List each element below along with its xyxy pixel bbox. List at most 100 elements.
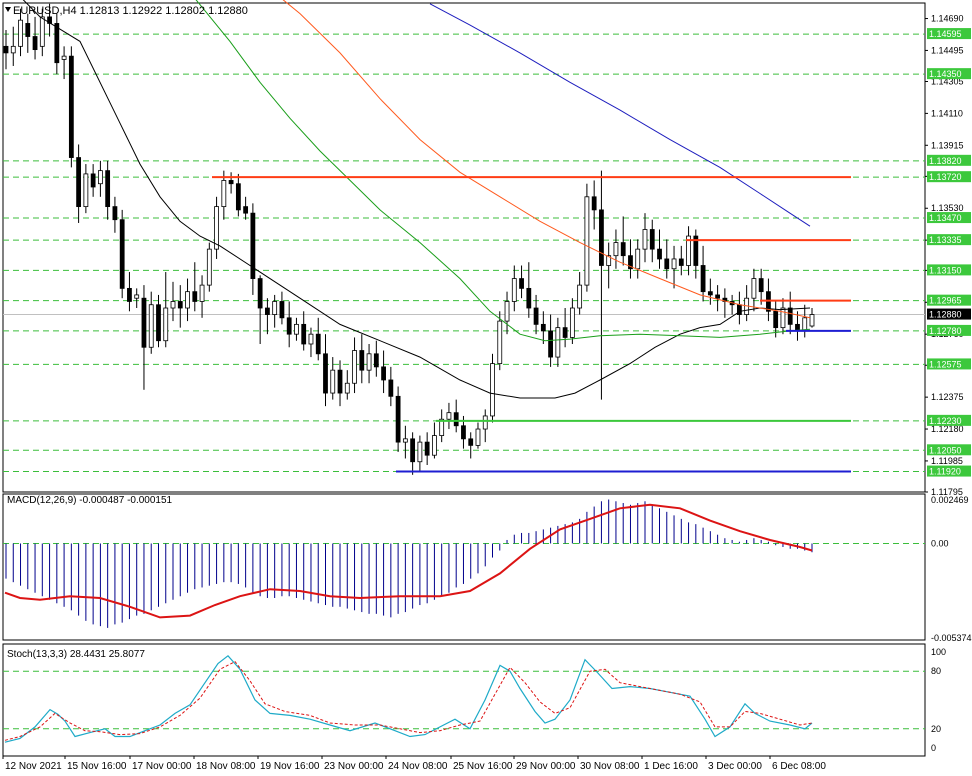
candle-body xyxy=(591,196,597,211)
candle-body xyxy=(366,353,372,371)
candle-body xyxy=(206,248,212,286)
time-axis-label: 17 Nov 00:00 xyxy=(132,761,192,772)
current-price-tag xyxy=(927,308,971,320)
level-price-tag xyxy=(927,264,971,276)
candle-body xyxy=(381,366,386,381)
candle-body xyxy=(308,333,314,345)
candle-body xyxy=(519,278,524,289)
stochastic-panel-title: Stoch(13,3,3) 28.4431 25.8077 xyxy=(7,649,145,660)
candle-body xyxy=(548,330,553,358)
stochastic-scale-label: 0 xyxy=(931,743,936,753)
candle-body xyxy=(410,438,416,463)
price-scale-label: 1.12375 xyxy=(931,392,964,402)
level-price-label: 1.14350 xyxy=(929,69,962,79)
candle-body xyxy=(127,287,132,302)
candle-body xyxy=(54,23,60,64)
candle-body xyxy=(330,369,336,394)
candle-body xyxy=(657,248,662,260)
moving-average-line xyxy=(195,0,811,342)
candle-body xyxy=(344,382,350,394)
time-axis-label: 3 Dec 00:00 xyxy=(708,761,762,772)
candle-body xyxy=(533,307,539,325)
candle-body xyxy=(301,323,307,345)
candle-body xyxy=(584,196,590,286)
time-axis: 12 Nov 2021 15 Nov 16:00 17 Nov 00:00 18 No… xyxy=(2,756,826,772)
macd-panel[interactable]: 0.002469 0.00 -0.005374 xyxy=(2,493,972,643)
candle-body xyxy=(163,307,169,342)
macd-panel-frame xyxy=(2,493,926,641)
macd-signal-line xyxy=(4,503,813,619)
candle-body xyxy=(257,278,263,309)
level-price-label: 1.12575 xyxy=(929,359,962,369)
candle-body xyxy=(497,320,503,365)
macd-scale-label: -0.005374 xyxy=(931,633,972,643)
candle-body xyxy=(642,229,648,250)
level-price-label: 1.13150 xyxy=(929,265,962,275)
candle-body xyxy=(751,278,757,299)
level-price-tag xyxy=(927,68,971,80)
stochastic-main-line xyxy=(4,654,813,743)
candle-body xyxy=(562,327,568,338)
candle-body xyxy=(156,304,161,342)
candle-body xyxy=(628,255,633,270)
candle-body xyxy=(707,291,713,296)
time-axis-label: 29 Nov 00:00 xyxy=(516,761,576,772)
level-price-tag xyxy=(927,324,971,336)
stochastic-panel-frame xyxy=(2,643,926,757)
price-scale-label: 1.14690 xyxy=(931,14,964,24)
time-axis-label: 23 Nov 00:00 xyxy=(324,761,384,772)
level-price-label: 1.12050 xyxy=(929,445,962,455)
candle-body xyxy=(359,350,365,371)
candle-body xyxy=(83,173,89,208)
candle-body xyxy=(47,16,52,24)
level-price-tag xyxy=(927,465,971,477)
level-price-label: 1.12965 xyxy=(929,296,962,306)
dropdown-triangle-icon[interactable] xyxy=(5,7,11,12)
candle-body xyxy=(3,45,9,54)
candle-body xyxy=(402,438,408,443)
candle-body xyxy=(700,265,706,293)
level-price-label: 1.13820 xyxy=(929,156,962,166)
candle-body xyxy=(61,55,67,60)
level-price-tag xyxy=(927,171,971,183)
candle-body xyxy=(787,307,793,325)
candle-body xyxy=(453,412,459,427)
candle-body xyxy=(461,425,466,440)
price-scale-label: 1.12180 xyxy=(931,424,964,434)
price-panel[interactable]: 1.14690 1.14495 1.14305 1.14110 1.13915 1.137… xyxy=(2,0,971,497)
moving-average-line xyxy=(282,0,811,319)
candle-body xyxy=(439,418,445,436)
candle-body xyxy=(192,291,198,302)
candle-body xyxy=(432,435,437,456)
candle-body xyxy=(569,307,575,338)
level-price-tag xyxy=(927,294,971,306)
macd-scale-label: 0.002469 xyxy=(931,495,969,505)
candle-body xyxy=(18,19,23,47)
level-price-tag xyxy=(927,414,971,426)
level-price-tag xyxy=(927,28,971,40)
candle-body xyxy=(112,206,118,221)
candle-body xyxy=(715,294,721,299)
candle-body xyxy=(228,180,234,185)
candle-body xyxy=(323,353,328,394)
stochastic-scale-label: 100 xyxy=(931,647,946,657)
current-price-label: 1.12880 xyxy=(929,310,962,320)
level-price-label: 1.11920 xyxy=(929,467,961,477)
candle-body xyxy=(511,278,517,302)
time-axis-label: 15 Nov 16:00 xyxy=(67,761,127,772)
candle-body xyxy=(119,219,125,289)
candle-body xyxy=(105,170,111,208)
candle-body xyxy=(671,258,677,270)
level-price-label: 1.13335 xyxy=(929,235,962,245)
candle-body xyxy=(678,258,684,266)
level-price-label: 1.13720 xyxy=(929,172,962,182)
candle-body xyxy=(606,255,612,266)
candle-body xyxy=(395,395,401,443)
candle-body xyxy=(352,350,357,384)
candle-body xyxy=(417,441,423,463)
level-price-tag xyxy=(927,212,971,224)
time-axis-label: 18 Nov 08:00 xyxy=(196,761,256,772)
stochastic-panel[interactable]: 100 80 20 0 xyxy=(2,643,946,757)
candle-body xyxy=(39,16,45,47)
